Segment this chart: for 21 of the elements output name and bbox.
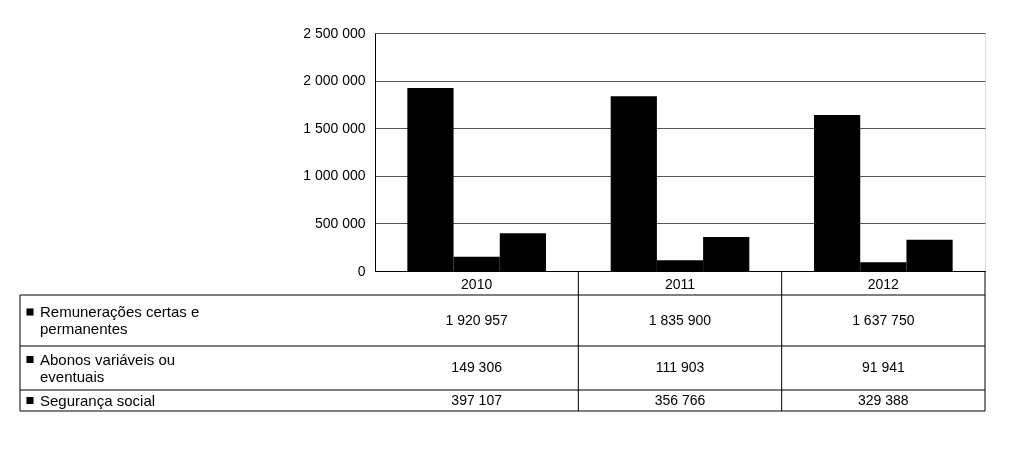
data-label: 356 766 (654, 391, 706, 408)
y-tick-label: 2 500 000 (303, 24, 366, 41)
data-label: 149 306 (451, 359, 503, 375)
y-tick-label: 2 000 000 (303, 72, 366, 89)
y-tick-label: 0 (357, 262, 366, 279)
legend-label: Segurança social (40, 391, 156, 409)
data-label: 91 941 (861, 359, 905, 375)
y-tick-label: 1 000 000 (303, 167, 366, 184)
data-label: 111 903 (655, 359, 705, 375)
data-label: 1 835 900 (648, 311, 712, 328)
x-tick-label: 2011 (664, 275, 696, 292)
x-tick-label: 2010 (461, 275, 493, 292)
y-tick-label: 1 500 000 (303, 119, 366, 136)
legend-label: Remunerações certas e permanentes (40, 303, 200, 337)
data-label: 1 920 957 (445, 311, 509, 328)
y-tick-label: 500 000 (314, 214, 366, 231)
legend-label: Abonos variáveis ou eventuais (40, 350, 176, 385)
data-label: 1 637 750 (852, 311, 915, 328)
data-label: 329 388 (858, 391, 909, 408)
data-label: 397 107 (451, 391, 503, 408)
x-tick-label: 2012 (867, 275, 900, 292)
